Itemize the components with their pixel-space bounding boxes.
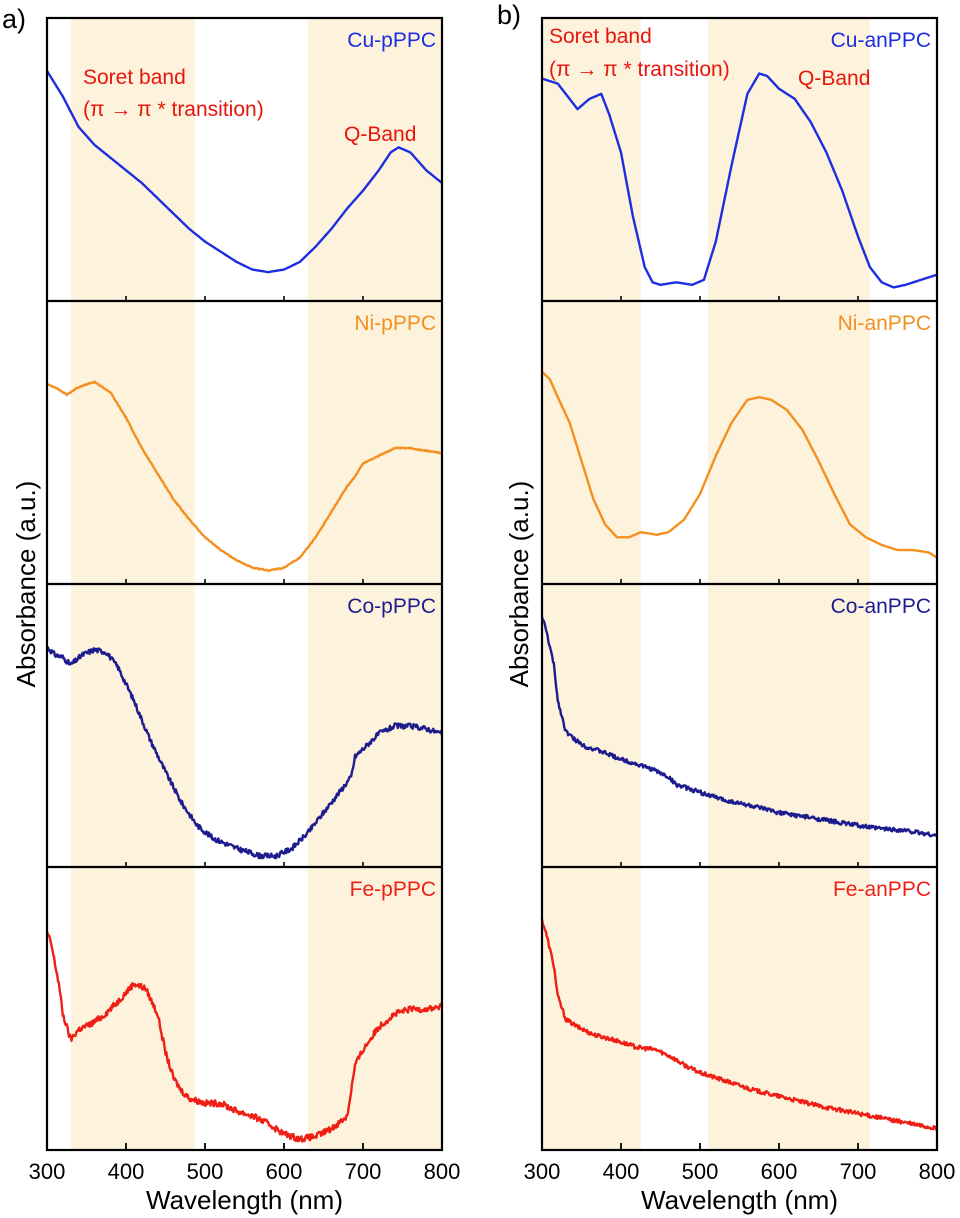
- x-axis-title: Wavelength (nm): [641, 1185, 838, 1215]
- panel-letter: a): [2, 4, 26, 34]
- soret-band-label: Soret band: [549, 25, 652, 48]
- ni-anppc-label: Ni-anPPC: [838, 312, 931, 335]
- ni-anppc-curve: [541, 370, 938, 559]
- fe-pppc-curve: [45, 931, 443, 1143]
- ni-pppc-label: Ni-pPPC: [354, 312, 436, 335]
- x-tick-label: 600: [266, 1159, 303, 1184]
- cu-anppc-label: Cu-anPPC: [831, 29, 931, 52]
- soret-transition-label: (π → π * transition): [83, 98, 264, 121]
- x-tick-label: 300: [29, 1159, 66, 1184]
- x-axis-title: Wavelength (nm): [146, 1185, 343, 1215]
- ni-pppc-curve: [46, 380, 443, 573]
- panel-letter: b): [497, 0, 521, 30]
- x-tick-label: 500: [682, 1159, 719, 1184]
- co-anppc-curve: [540, 616, 938, 838]
- x-tick-label: 500: [187, 1159, 224, 1184]
- cu-pppc-curve: [45, 70, 443, 274]
- soret-transition-label: (π → π * transition): [549, 58, 730, 81]
- co-pppc-curve: [46, 646, 444, 860]
- cu-anppc-curve: [541, 72, 938, 289]
- q-band-label: Q-Band: [798, 67, 870, 90]
- x-tick-label: 800: [919, 1159, 956, 1184]
- panel-a: Cu-pPPC Ni-pPPC Co-pPPC Fe-pPPC 300 400 500 600…: [2, 4, 460, 1215]
- fe-pppc-label: Fe-pPPC: [350, 878, 436, 901]
- co-anppc-label: Co-anPPC: [831, 595, 931, 618]
- y-axis-title: Absorbance (a.u.): [11, 481, 41, 688]
- panel-b: Cu-anPPC Ni-anPPC Co-anPPC Fe-anPPC 300 400 50…: [497, 0, 955, 1215]
- cu-pppc-label: Cu-pPPC: [347, 29, 436, 52]
- x-tick-label: 700: [345, 1159, 382, 1184]
- co-pppc-label: Co-pPPC: [347, 595, 436, 618]
- x-tick-label: 300: [524, 1159, 561, 1184]
- x-tick-label: 400: [108, 1159, 145, 1184]
- fe-anppc-curve: [540, 918, 939, 1132]
- y-axis-title: Absorbance (a.u.): [504, 481, 534, 688]
- soret-band-label: Soret band: [83, 66, 186, 89]
- fe-anppc-label: Fe-anPPC: [833, 878, 931, 901]
- x-tick-label: 800: [424, 1159, 461, 1184]
- x-tick-label: 700: [840, 1159, 877, 1184]
- q-band-label: Q-Band: [344, 123, 416, 146]
- x-tick-label: 600: [761, 1159, 798, 1184]
- x-tick-label: 400: [603, 1159, 640, 1184]
